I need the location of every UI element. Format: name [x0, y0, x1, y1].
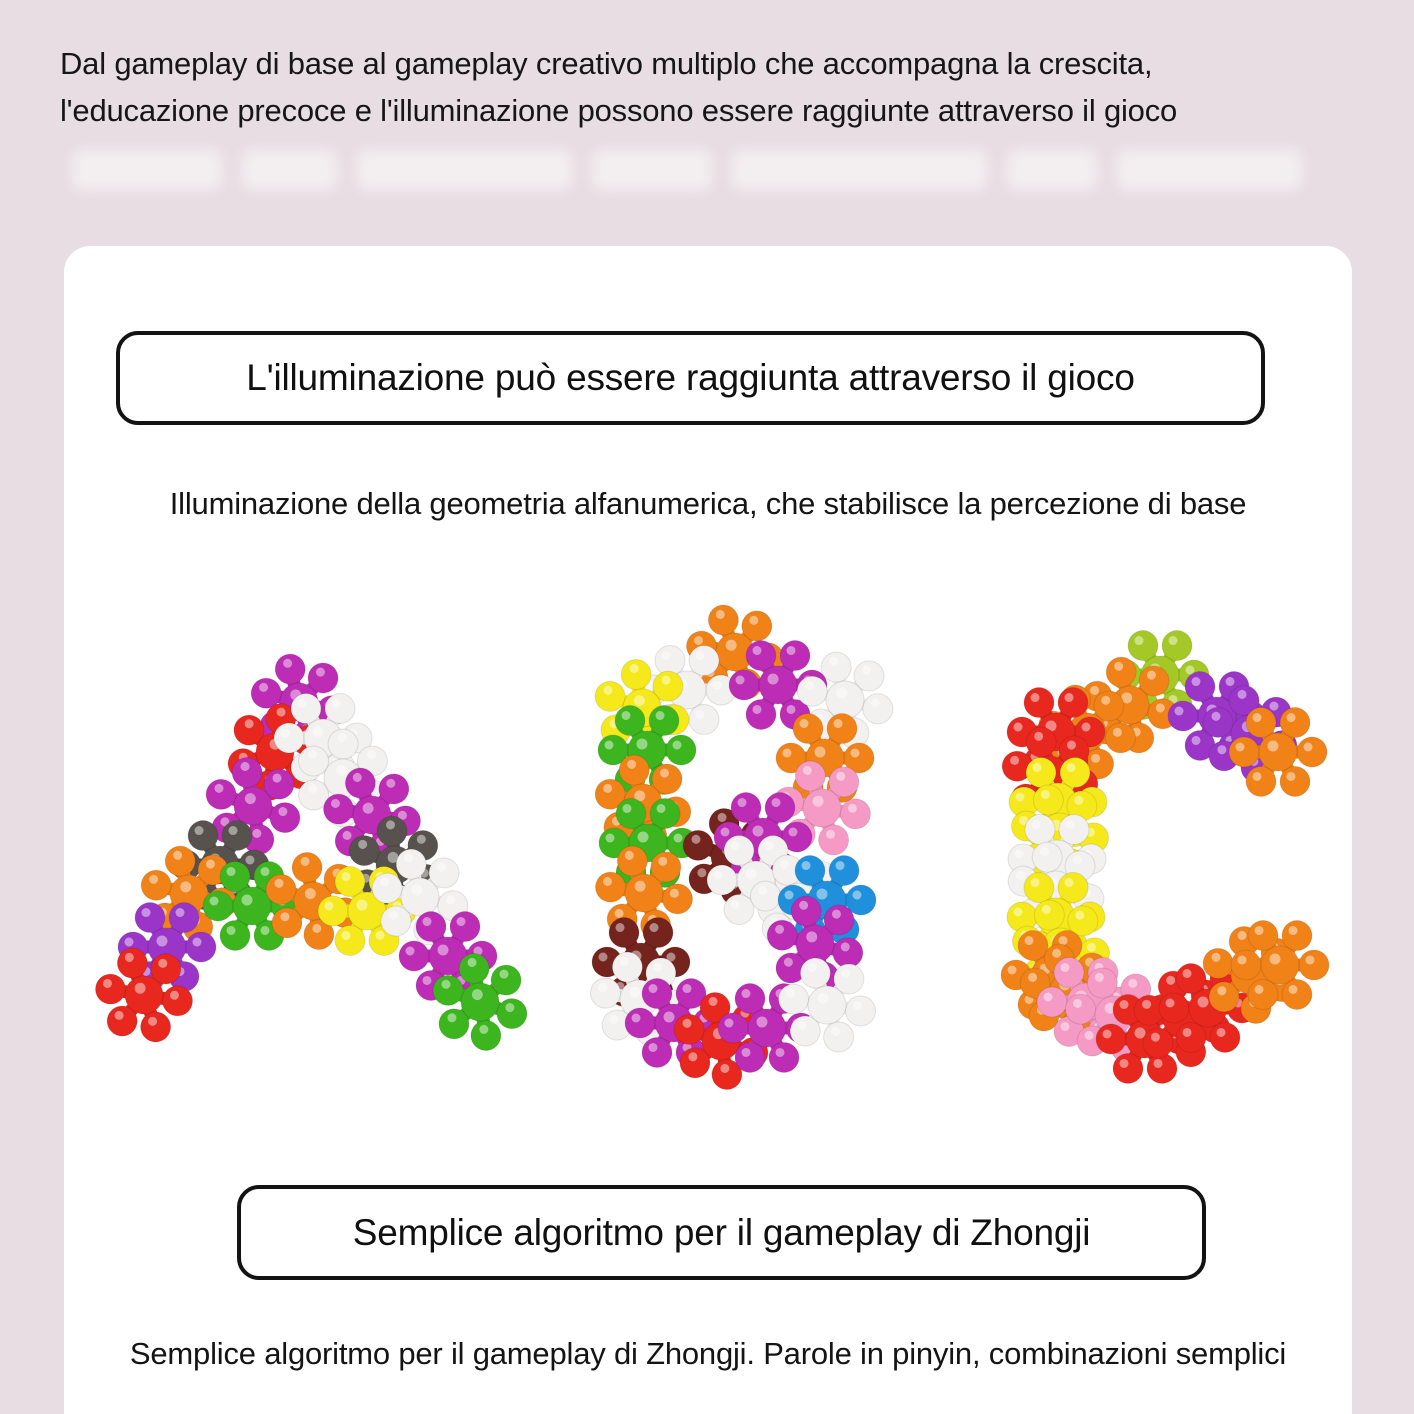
faded-text-remnant	[72, 150, 1302, 190]
flower-block	[432, 953, 528, 1051]
flower-block	[686, 604, 784, 700]
section2-title: Semplice algoritmo per il gameplay di Zh…	[352, 1211, 1091, 1253]
flower-block	[202, 861, 302, 951]
letter-c-blocks	[1000, 630, 1330, 1084]
section2-subtitle: Semplice algoritmo per il gameplay di Zh…	[129, 1336, 1287, 1371]
letter-a-blocks	[95, 653, 528, 1051]
flower-block	[778, 957, 876, 1053]
flower-block	[95, 947, 193, 1043]
flower-block	[1228, 707, 1328, 797]
faded-blob	[357, 150, 572, 190]
intro-text: Dal gameplay di base al gameplay creativ…	[60, 40, 1380, 134]
faded-blob	[592, 150, 712, 190]
faded-blob	[1007, 150, 1097, 190]
faded-blob	[1117, 150, 1302, 190]
letter-b-blocks	[590, 604, 894, 1090]
faded-blob	[242, 150, 337, 190]
content-card: L'illuminazione può essere raggiunta att…	[64, 246, 1352, 1414]
faded-blob	[72, 150, 222, 190]
section1-title: L'illuminazione può essere raggiunta att…	[246, 357, 1135, 398]
section1-subtitle: Illuminazione della geometria alfanumeri…	[169, 486, 1247, 521]
flower-block	[1230, 920, 1330, 1010]
intro-line-1: Dal gameplay di base al gameplay creativ…	[60, 46, 1153, 81]
section2-title-box: Semplice algoritmo per il gameplay di Zh…	[237, 1185, 1206, 1280]
flower-block	[728, 640, 828, 730]
intro-line-2: l'educazione precoce e l'illuminazione p…	[60, 93, 1178, 128]
section1-title-box: L'illuminazione può essere raggiunta att…	[116, 331, 1265, 425]
faded-blob	[732, 150, 987, 190]
abc-blocks-image	[95, 604, 1330, 1090]
